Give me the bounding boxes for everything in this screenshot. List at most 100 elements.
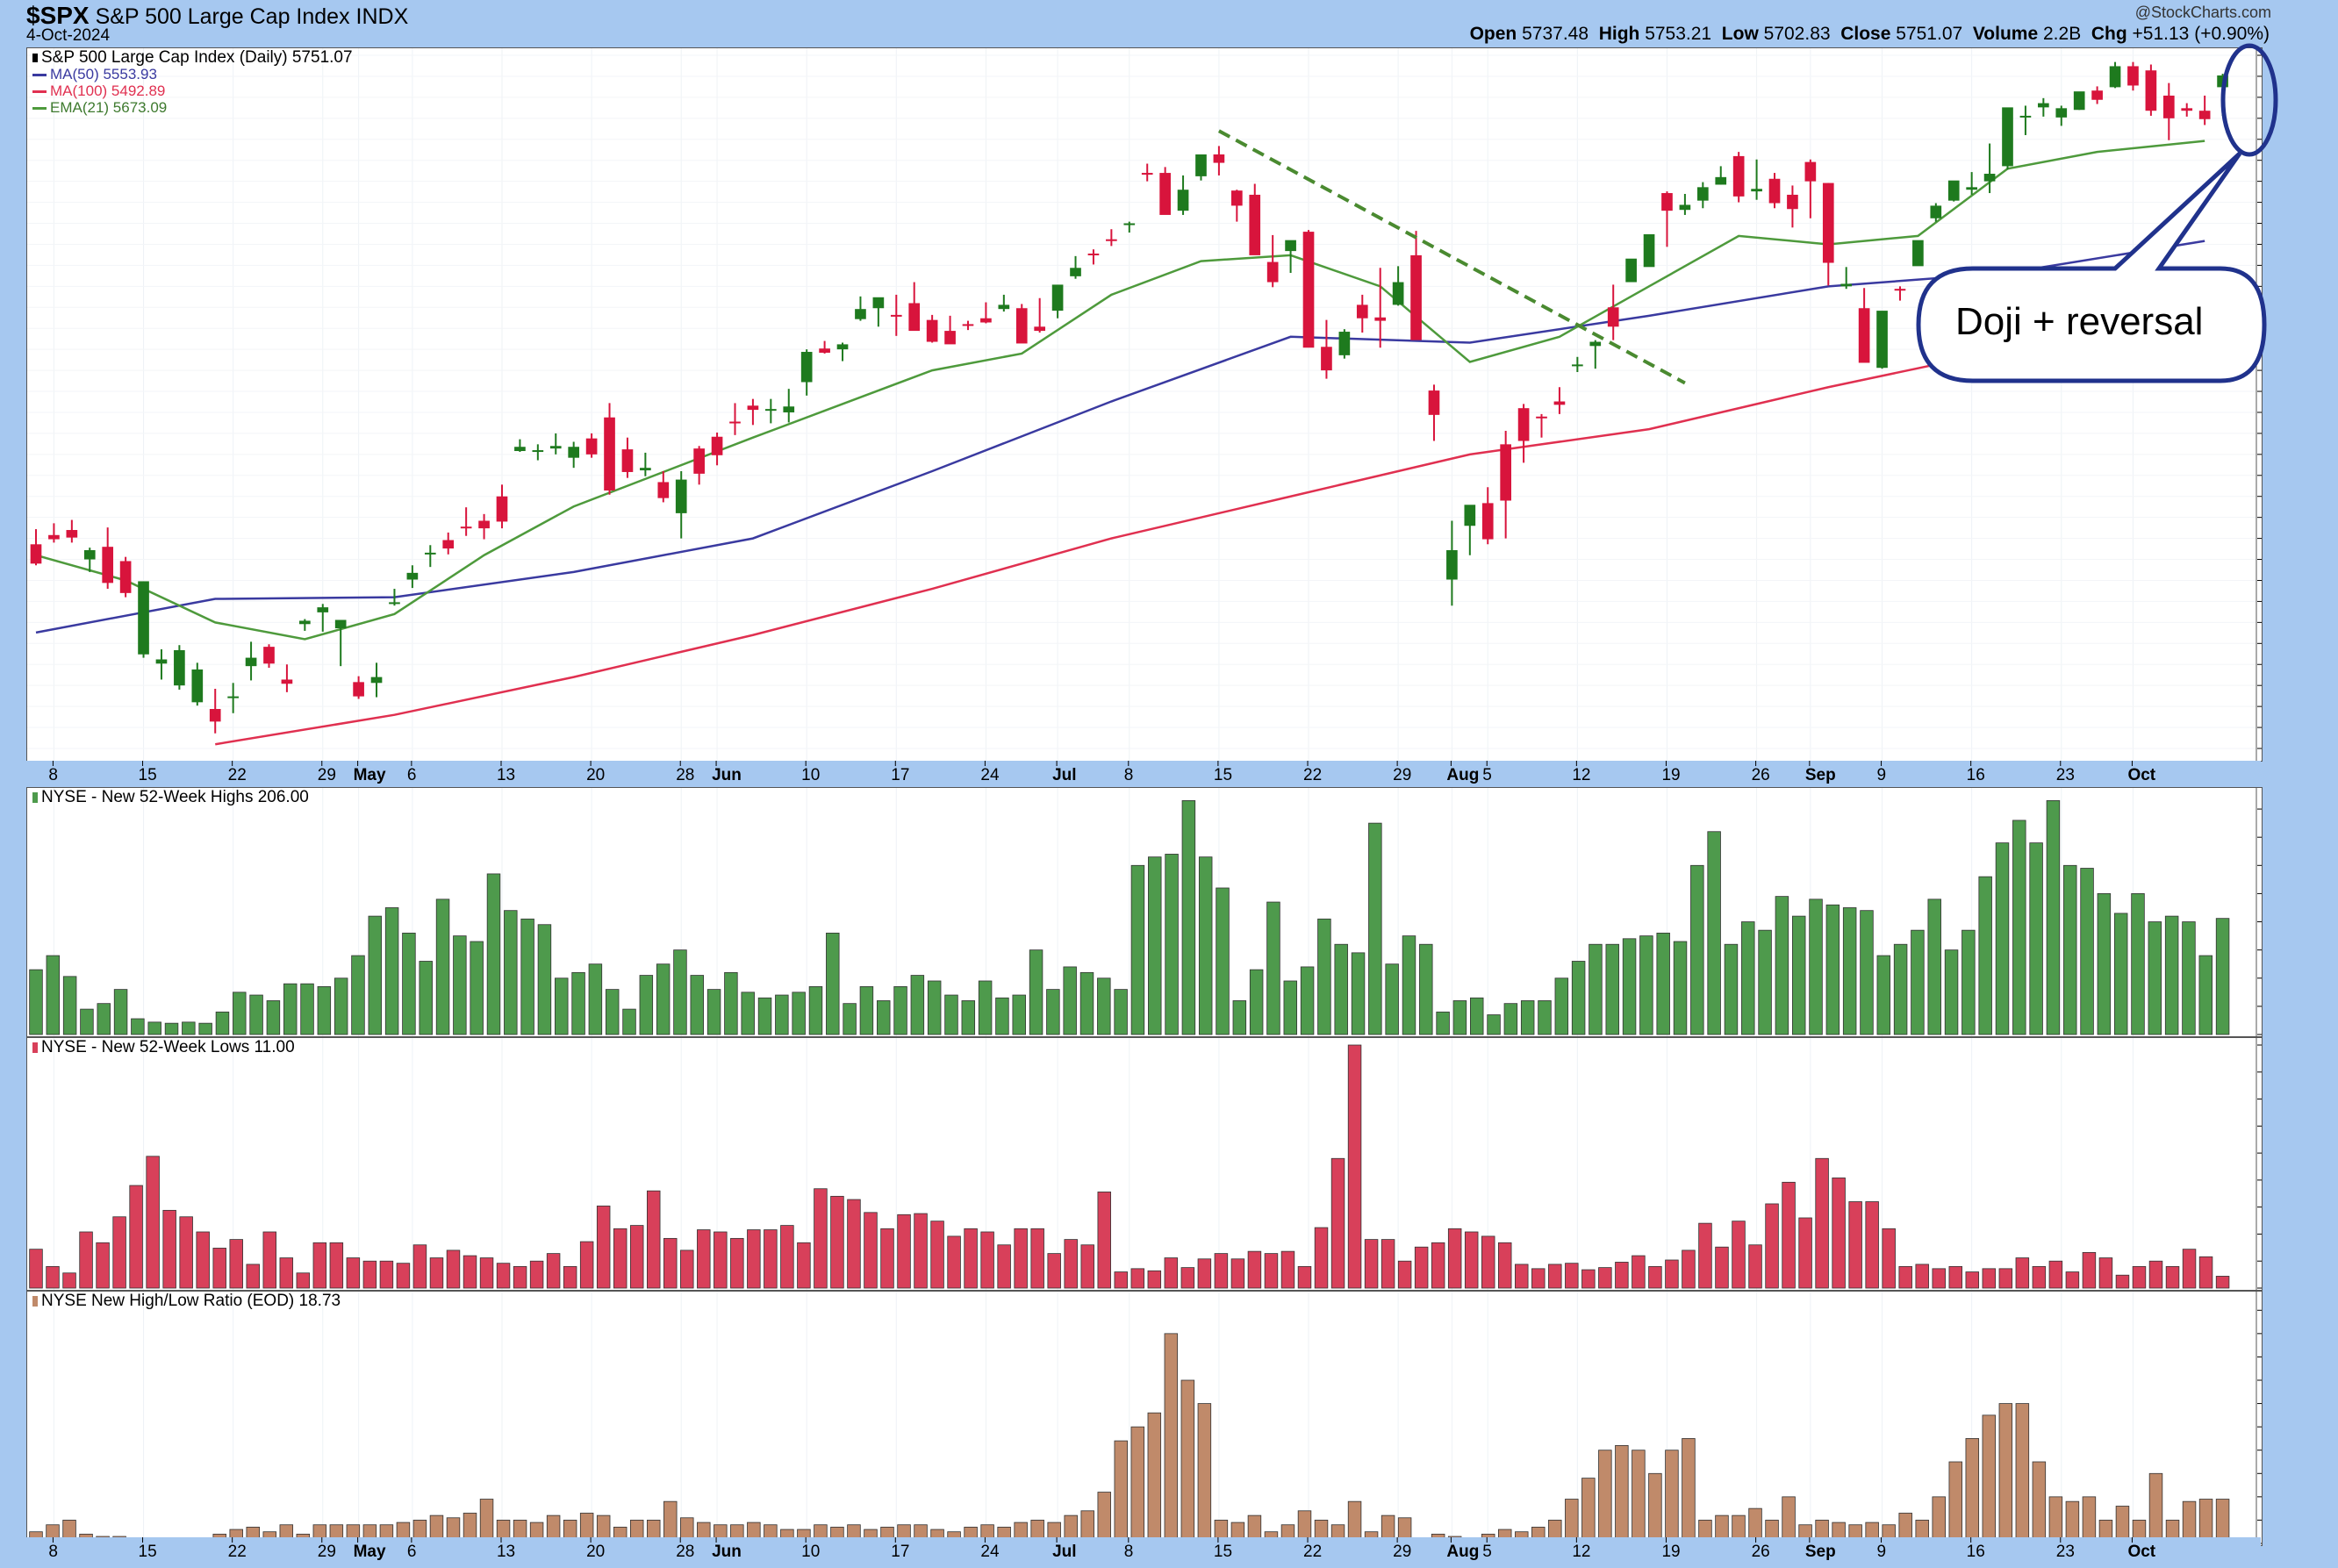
bar bbox=[1197, 1258, 1212, 1289]
series-line-ema21 bbox=[35, 140, 2205, 641]
x-tick-label: Oct bbox=[2127, 766, 2155, 784]
x-tick-label: 23 bbox=[2056, 1543, 2075, 1561]
bar bbox=[980, 1231, 994, 1289]
bar bbox=[1165, 854, 1179, 1035]
x-tick-label: 22 bbox=[228, 766, 247, 784]
legend-price: S&P 500 Large Cap Index (Daily) 5751.07 bbox=[32, 48, 353, 68]
bar bbox=[1181, 800, 1196, 1035]
bar bbox=[1798, 1217, 1812, 1289]
bar bbox=[1114, 1271, 1129, 1289]
bar bbox=[162, 1209, 176, 1289]
bar bbox=[131, 1018, 145, 1035]
bar bbox=[757, 997, 772, 1035]
highs-chart[interactable]: 050100150200250300350400 bbox=[27, 788, 2289, 1043]
bar bbox=[1097, 1192, 1111, 1289]
bar bbox=[1247, 1250, 1262, 1289]
candle-body bbox=[532, 450, 544, 453]
legend-highs: NYSE - New 52-Week Highs 206.00 bbox=[32, 788, 309, 807]
bar bbox=[814, 1188, 828, 1289]
bar bbox=[2046, 800, 2061, 1035]
bar bbox=[830, 1195, 844, 1289]
bar bbox=[1232, 1000, 1247, 1035]
bar bbox=[1690, 864, 1704, 1035]
candle-body bbox=[693, 448, 705, 474]
bar bbox=[1114, 1440, 1129, 1544]
candle-body bbox=[1679, 204, 1691, 211]
x-tick-label: 15 bbox=[139, 766, 157, 784]
high-value: 5753.21 bbox=[1645, 24, 1712, 44]
ratio-chart[interactable]: 0102030405060708090100 bbox=[27, 1292, 2289, 1552]
bar bbox=[724, 971, 738, 1035]
candle-body bbox=[1428, 390, 1440, 415]
candle-body bbox=[389, 602, 400, 605]
bar bbox=[129, 1185, 143, 1289]
bar bbox=[396, 1263, 411, 1289]
bar bbox=[486, 873, 501, 1035]
low-value: 5702.83 bbox=[1763, 24, 1831, 44]
bar bbox=[513, 1265, 527, 1289]
bar bbox=[1402, 935, 1416, 1035]
bar bbox=[1581, 1269, 1596, 1289]
candle-body bbox=[1732, 155, 1745, 197]
bar bbox=[1915, 1264, 1929, 1289]
legend-ma50: MA(50) 5553.93 bbox=[32, 66, 157, 83]
bar bbox=[147, 1021, 161, 1035]
bar bbox=[164, 1022, 179, 1035]
bar bbox=[961, 1000, 976, 1035]
bar bbox=[864, 1212, 878, 1289]
lows-chart[interactable]: 0255075100125150175200225 bbox=[27, 1037, 2289, 1297]
x-tick-label: 29 bbox=[1393, 1543, 1411, 1561]
trendline bbox=[1217, 129, 1686, 385]
price-chart[interactable]: 4950497550005025505050755100512551505175… bbox=[27, 47, 2298, 761]
bar bbox=[1615, 1262, 1629, 1289]
candle-body bbox=[1302, 232, 1315, 348]
bar bbox=[1927, 899, 1941, 1035]
bar bbox=[529, 1260, 544, 1289]
price-panel[interactable]: 4950497550005025505050755100512551505175… bbox=[26, 47, 2298, 762]
ticker-symbol[interactable]: $SPX bbox=[26, 2, 90, 29]
bar bbox=[1605, 943, 1619, 1035]
bar bbox=[62, 976, 77, 1035]
bar bbox=[1825, 904, 1840, 1035]
bar bbox=[1944, 949, 1959, 1035]
bar bbox=[329, 1242, 344, 1289]
x-tick-label: Jul bbox=[1052, 766, 1076, 784]
legend-ma100: MA(100) 5492.89 bbox=[32, 82, 165, 100]
x-tick-label: 8 bbox=[48, 1543, 58, 1561]
bar bbox=[1498, 1242, 1512, 1289]
x-tick-label: May bbox=[354, 766, 386, 784]
candle-body bbox=[657, 482, 670, 498]
candle-body bbox=[747, 405, 759, 411]
ratio-panel[interactable]: 0102030405060708090100 NYSE New High/Low… bbox=[26, 1291, 2289, 1552]
x-tick-label: Jun bbox=[712, 766, 742, 784]
bar bbox=[1865, 1201, 1879, 1289]
bar bbox=[1164, 1333, 1179, 1544]
bar bbox=[435, 899, 450, 1035]
bar bbox=[379, 1260, 394, 1289]
bar bbox=[196, 1231, 210, 1289]
candle-body bbox=[855, 309, 866, 319]
candle-body bbox=[174, 649, 185, 686]
highs-panel[interactable]: 050100150200250300350400 NYSE - New 52-W… bbox=[26, 787, 2289, 1043]
x-tick-label: 10 bbox=[801, 766, 820, 784]
bar bbox=[470, 941, 484, 1035]
x-tick-label: 29 bbox=[1393, 766, 1411, 784]
bar bbox=[2097, 893, 2112, 1035]
open-value: 5737.48 bbox=[1522, 24, 1589, 44]
candle-body bbox=[890, 314, 902, 317]
candle-body bbox=[1894, 289, 1906, 291]
bar bbox=[1842, 907, 1857, 1035]
x-tick-label: 6 bbox=[407, 766, 417, 784]
bar bbox=[2132, 1265, 2147, 1289]
bar bbox=[96, 1242, 110, 1289]
candle-body bbox=[2145, 70, 2157, 111]
x-tick-label: 5 bbox=[1482, 766, 1492, 784]
bar bbox=[1447, 1228, 1462, 1289]
bar bbox=[1982, 1268, 1997, 1289]
legend-price-text: S&P 500 Large Cap Index (Daily) 5751.07 bbox=[41, 48, 353, 67]
bar bbox=[930, 1221, 944, 1289]
lows-panel[interactable]: 0255075100125150175200225 NYSE - New 52-… bbox=[26, 1037, 2289, 1297]
bar bbox=[747, 1229, 761, 1289]
bar bbox=[880, 1228, 894, 1289]
bar bbox=[2048, 1260, 2063, 1289]
